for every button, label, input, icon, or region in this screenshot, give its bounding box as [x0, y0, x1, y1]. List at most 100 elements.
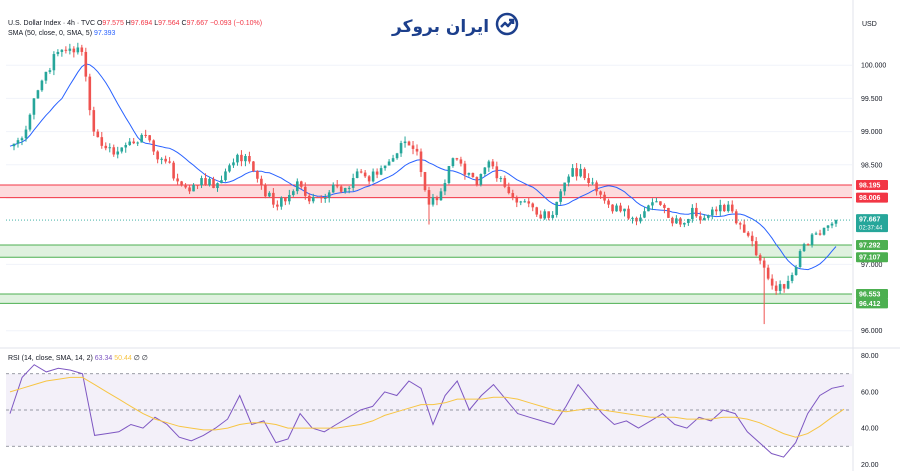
candle-body — [718, 204, 722, 212]
candle-body — [651, 202, 654, 206]
trend-arrow-icon — [495, 12, 519, 41]
candle-body — [359, 171, 363, 173]
candle-body — [487, 161, 491, 168]
candle-body — [84, 51, 88, 77]
zone-price-tag — [856, 180, 888, 191]
candle-body — [443, 183, 447, 192]
candle-body — [738, 223, 742, 225]
rsi-legend[interactable]: RSI (14, close, SMA, 14, 2) 63.34 50.44 … — [8, 354, 148, 362]
candle-body — [687, 218, 690, 223]
candle-body — [387, 161, 391, 166]
candle-body — [479, 174, 483, 185]
candle-body — [762, 260, 766, 268]
candle-body — [543, 211, 547, 219]
zone-price-tag — [856, 192, 888, 203]
sma-line — [9, 63, 837, 271]
candle-body — [463, 163, 467, 175]
zone-price-label: 97.292 — [859, 242, 881, 249]
candle-body — [591, 182, 594, 184]
candle-body — [647, 205, 650, 212]
candle-body — [252, 161, 255, 171]
candle-body — [212, 178, 215, 189]
candle-body — [579, 168, 582, 177]
candle-body — [531, 203, 535, 208]
candle-body — [379, 168, 383, 175]
candle-body — [192, 184, 195, 192]
candle-body — [826, 225, 830, 228]
candle-body — [120, 147, 124, 152]
candle-body — [92, 110, 96, 132]
candle-body — [555, 201, 558, 215]
candle-body — [483, 167, 487, 175]
candle-body — [375, 171, 379, 175]
candle-body — [48, 70, 52, 72]
price-tick-label: 97.000 — [861, 262, 883, 269]
candle-body — [104, 145, 108, 149]
candle-body — [659, 201, 662, 205]
candle-body — [44, 71, 48, 81]
zone-price-tag — [856, 289, 888, 300]
candle-body — [80, 47, 84, 52]
candle-body — [335, 184, 339, 187]
candle-body — [515, 197, 519, 203]
low-label: L — [154, 20, 159, 27]
candle-body — [244, 156, 247, 162]
candle-body — [331, 184, 335, 193]
candle-body — [395, 153, 399, 159]
candle-body — [683, 222, 686, 225]
candle-body — [319, 197, 323, 199]
candle-body — [734, 211, 738, 224]
sma-legend[interactable]: SMA (50, close, 0, SMA, 5) 97.393 — [8, 30, 115, 37]
candle-body — [427, 190, 431, 205]
candle-body — [144, 134, 147, 136]
candle-body — [248, 156, 251, 162]
candle-body — [399, 143, 403, 154]
candle-body — [714, 209, 718, 212]
candle-body — [830, 223, 834, 226]
candle-body — [419, 151, 423, 173]
candle-body — [623, 208, 626, 212]
candle-body — [152, 140, 155, 152]
candle-body — [794, 266, 798, 275]
rsi-tick-label: 20.00 — [861, 462, 879, 469]
candle-body — [451, 158, 455, 167]
candle-body — [272, 192, 275, 205]
candle-body — [128, 141, 132, 146]
candle-body — [459, 159, 463, 164]
candle-body — [292, 191, 295, 196]
rsi-tick-label: 40.00 — [861, 426, 879, 433]
candle-body — [60, 49, 64, 52]
candle-body — [148, 135, 151, 141]
candle-body — [112, 147, 116, 155]
candle-body — [559, 191, 562, 202]
candle-body — [268, 192, 271, 197]
candle-body — [168, 161, 171, 163]
rsi-pane — [6, 364, 852, 458]
zone-price-label: 98.195 — [859, 183, 881, 190]
candle-body — [32, 98, 36, 115]
candle-body — [471, 172, 475, 178]
candle-body — [164, 158, 167, 162]
rsi-label: RSI (14, close, SMA, 14, 2) — [8, 355, 93, 362]
candle-body — [663, 204, 666, 208]
candle-body — [455, 158, 459, 160]
sma-path — [9, 63, 837, 271]
candle-body — [806, 244, 810, 246]
candle-body — [260, 178, 263, 185]
zone-price-tag — [856, 239, 888, 250]
high-label: H — [125, 20, 131, 27]
sma-value: 97.393 — [93, 30, 116, 37]
low-value: 97.564 — [158, 20, 180, 27]
last-price-tag — [856, 214, 888, 233]
candle-body — [323, 197, 327, 199]
candle-body — [347, 187, 351, 189]
candle-body — [711, 209, 714, 216]
candle-body — [567, 176, 570, 183]
candle-body — [256, 170, 259, 179]
candle-body — [355, 171, 359, 179]
rsi-tick-label: 60.00 — [861, 389, 879, 396]
